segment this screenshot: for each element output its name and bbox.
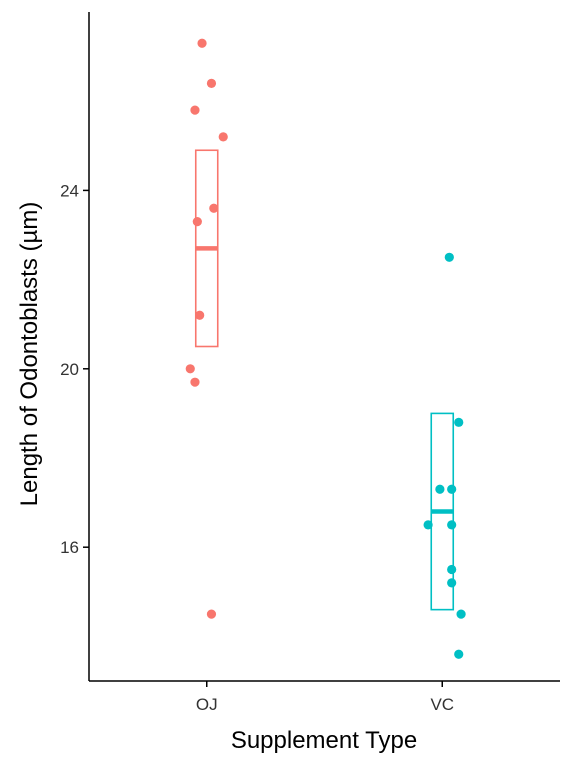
data-point	[190, 105, 200, 115]
data-point	[423, 520, 433, 530]
data-point	[192, 217, 202, 227]
data-point	[447, 520, 457, 530]
data-point	[185, 364, 195, 374]
y-tick-label: 24	[60, 181, 79, 200]
data-point	[435, 484, 445, 494]
data-point	[206, 609, 217, 619]
data-point	[447, 564, 457, 575]
data-point	[454, 417, 464, 427]
y-tick-label: 20	[60, 360, 79, 379]
data-point	[209, 203, 219, 213]
data-point	[447, 578, 457, 588]
axes: 16 20 24 OJ VC	[60, 181, 454, 714]
data-point	[197, 38, 207, 48]
plot-area	[185, 38, 466, 659]
data-point	[444, 252, 454, 262]
data-point	[454, 649, 464, 659]
y-tick-label: 16	[60, 538, 79, 557]
data-point	[206, 78, 217, 88]
x-tick-label: VC	[430, 695, 454, 714]
data-point	[190, 377, 200, 387]
y-axis-title: Length of Odontoblasts (µm)	[16, 202, 43, 507]
x-tick-label: OJ	[196, 695, 218, 714]
data-point	[456, 609, 466, 619]
x-axis-title: Supplement Type	[231, 727, 417, 754]
data-point	[447, 484, 457, 494]
data-point	[218, 132, 228, 142]
data-point	[195, 310, 205, 320]
